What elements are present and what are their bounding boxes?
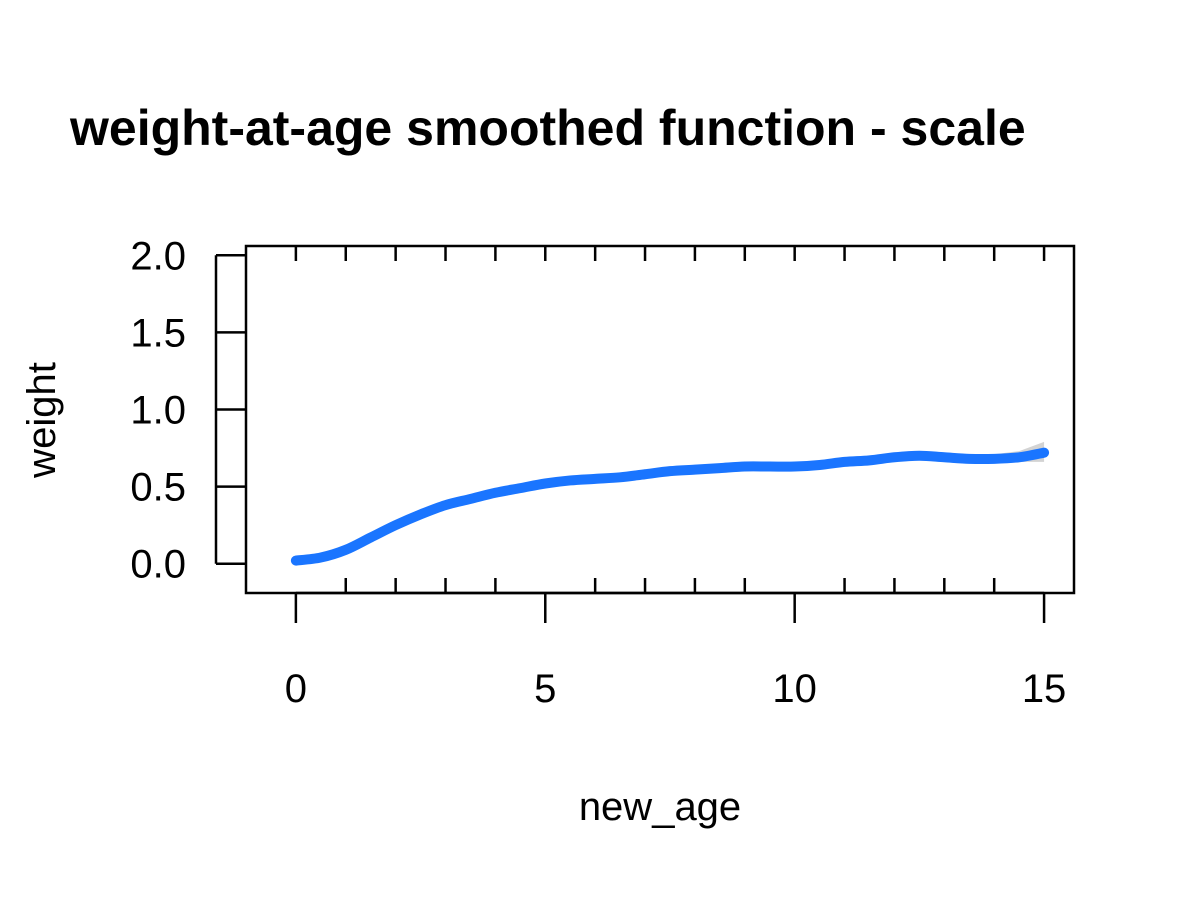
x-tick-label: 0 [285, 667, 307, 711]
y-tick-label: 0.5 [130, 466, 186, 510]
y-tick-label: 0.0 [130, 543, 186, 587]
chart-title: weight-at-age smoothed function - scale [69, 100, 1026, 156]
y-axis-label: weight [20, 362, 64, 479]
x-tick-label: 15 [1022, 667, 1067, 711]
line-layer [290, 447, 1050, 566]
x-axis-label: new_age [579, 785, 741, 829]
x-tick-label: 10 [772, 667, 817, 711]
series-0-line [290, 447, 1050, 566]
x-tick-label: 5 [534, 667, 556, 711]
y-tick-label: 2.0 [130, 234, 186, 278]
axis-layer: 0 5 10 15 0.0 0.5 1.0 1.5 2.0 [130, 234, 1066, 711]
y-tick-label: 1.0 [130, 388, 186, 432]
y-tick-label: 1.5 [130, 311, 186, 355]
